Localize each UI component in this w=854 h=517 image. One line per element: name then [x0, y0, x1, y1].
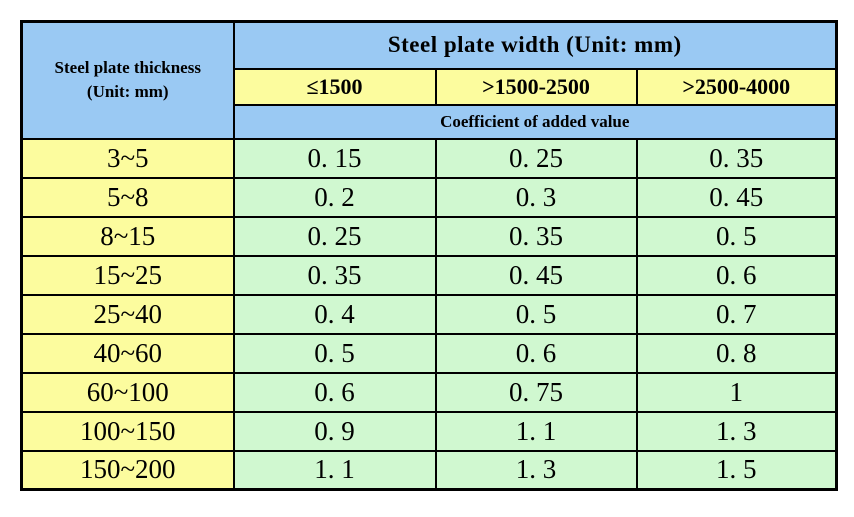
header-row-coefficient: Coefficient of added value	[22, 103, 838, 140]
table-row: 15~25 0. 35 0. 45 0. 6	[20, 254, 838, 296]
coefficient-value-cell: 1. 3	[434, 449, 638, 491]
coefficient-value-cell: 1. 3	[635, 410, 838, 452]
thickness-cell: 150~200	[20, 449, 235, 491]
table-row: 8~15 0. 25 0. 35 0. 5	[20, 215, 838, 257]
header-row-title: Steel plate thickness (Unit: mm) Steel p…	[20, 20, 838, 140]
coefficient-value-cell: 0. 45	[635, 176, 838, 218]
table-row: 100~150 0. 9 1. 1 1. 3	[20, 410, 838, 452]
coefficient-value-cell: 0. 6	[434, 332, 638, 374]
coefficient-value-cell: 0. 3	[434, 176, 638, 218]
coefficient-value-cell: 0. 7	[635, 293, 838, 335]
coefficient-value-cell: 0. 5	[635, 215, 838, 257]
thickness-cell: 5~8	[20, 176, 235, 218]
coefficient-value-cell: 0. 25	[434, 137, 638, 179]
thickness-cell: 15~25	[20, 254, 235, 296]
coefficient-value-cell: 0. 6	[232, 371, 437, 413]
thickness-cell: 3~5	[20, 137, 235, 179]
thickness-cell: 100~150	[20, 410, 235, 452]
coefficient-value-cell: 0. 6	[635, 254, 838, 296]
coefficient-value-cell: 0. 9	[232, 410, 437, 452]
table-row: 40~60 0. 5 0. 6 0. 8	[20, 332, 838, 374]
coefficient-value-cell: 1. 1	[232, 449, 437, 491]
coefficient-value-cell: 0. 5	[232, 332, 437, 374]
width-range-cell: >1500-2500	[434, 67, 638, 106]
table-row: 3~5 0. 15 0. 25 0. 35	[20, 137, 838, 179]
thickness-header-line2: (Unit: mm)	[86, 82, 169, 102]
thickness-cell: 60~100	[20, 371, 235, 413]
steel-plate-coefficient-table: Steel plate thickness (Unit: mm) Steel p…	[20, 20, 838, 491]
thickness-cell: 25~40	[20, 293, 235, 335]
coefficient-value-cell: 0. 35	[635, 137, 838, 179]
header-row-ranges: ≤1500 >1500-2500 >2500-4000	[22, 67, 838, 106]
table-row: 150~200 1. 1 1. 3 1. 5	[20, 449, 838, 491]
coefficient-value-cell: 0. 25	[232, 215, 437, 257]
table-row: 5~8 0. 2 0. 3 0. 45	[20, 176, 838, 218]
coefficient-value-cell: 0. 15	[232, 137, 437, 179]
thickness-cell: 8~15	[20, 215, 235, 257]
coefficient-value-cell: 0. 35	[434, 215, 638, 257]
coefficient-value-cell: 0. 75	[434, 371, 638, 413]
thickness-header-cell: Steel plate thickness (Unit: mm)	[20, 20, 235, 140]
coefficient-value-cell: 1. 5	[635, 449, 838, 491]
thickness-cell: 40~60	[20, 332, 235, 374]
width-header-cell: Steel plate width (Unit: mm)	[232, 20, 838, 70]
coefficient-value-cell: 0. 45	[434, 254, 638, 296]
coefficient-value-cell: 1. 1	[434, 410, 638, 452]
coefficient-value-cell: 0. 5	[434, 293, 638, 335]
width-range-cell: ≤1500	[232, 67, 437, 106]
table-row: 60~100 0. 6 0. 75 1	[20, 371, 838, 413]
thickness-header-line1: Steel plate thickness	[54, 57, 201, 77]
coefficient-header-cell: Coefficient of added value	[232, 103, 838, 140]
table-row: 25~40 0. 4 0. 5 0. 7	[20, 293, 838, 335]
coefficient-value-cell: 0. 2	[232, 176, 437, 218]
coefficient-value-cell: 0. 35	[232, 254, 437, 296]
coefficient-value-cell: 0. 4	[232, 293, 437, 335]
coefficient-value-cell: 0. 8	[635, 332, 838, 374]
coefficient-value-cell: 1	[635, 371, 838, 413]
width-range-cell: >2500-4000	[635, 67, 838, 106]
